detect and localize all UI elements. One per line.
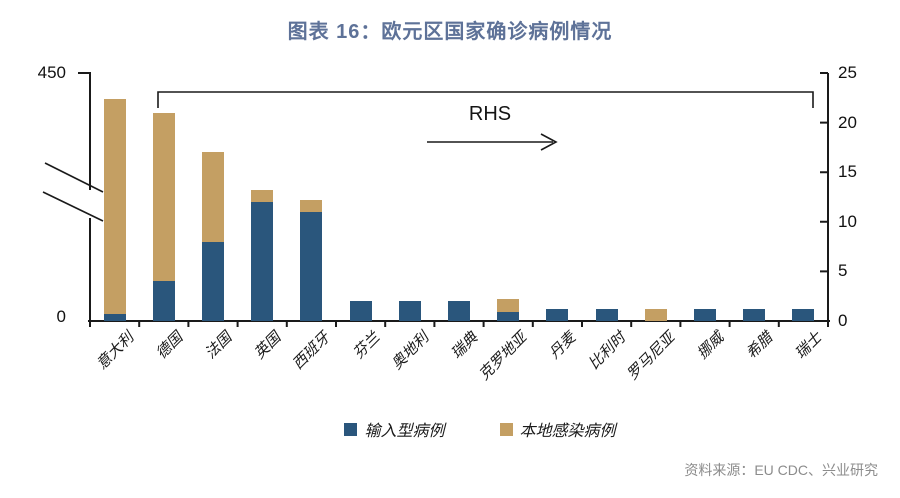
bar-romania-local	[644, 309, 667, 321]
bar-austria-imported	[398, 301, 421, 321]
legend-swatch-local	[499, 422, 513, 436]
right-axis-label-5: 5	[838, 261, 848, 281]
bar-croatia-local	[497, 299, 520, 313]
right-axis-label-15: 15	[838, 162, 857, 182]
bar-belgium-imported	[595, 309, 618, 321]
axis-break-marks	[42, 162, 104, 222]
left-axis	[78, 72, 91, 321]
rhs-arrow	[427, 133, 558, 151]
bar-germany-local	[152, 112, 175, 282]
bar-uk-imported	[251, 201, 274, 321]
bar-uk-local	[251, 190, 274, 202]
bar-france-local	[202, 152, 224, 242]
bar-spain-local	[300, 200, 323, 212]
bar-croatia-imported	[497, 312, 520, 321]
right-axis-label-0: 0	[838, 311, 848, 330]
legend-item-imported: 输入型病例	[344, 417, 445, 441]
legend-label: 输入型病例	[364, 421, 445, 440]
right-axis-ticks	[820, 72, 828, 322]
bar-france-imported	[202, 241, 224, 321]
bar-italy-imported	[103, 314, 126, 321]
rhs-annotation: RHS	[468, 103, 512, 125]
bar-spain-imported	[300, 211, 323, 321]
right-axis-label-10: 10	[838, 211, 857, 231]
left-axis-label-max: 450	[37, 63, 66, 82]
bar-germany-imported	[152, 281, 175, 321]
bar-switzerland-imported	[792, 309, 815, 321]
legend-item-local: 本地感染病例	[499, 417, 616, 441]
left-axis-label-min: 0	[56, 307, 66, 326]
bar-finland-imported	[349, 301, 372, 321]
chart-title: 图表 16：欧元区国家确诊病例情况	[287, 21, 613, 43]
legend-label: 本地感染病例	[519, 421, 616, 440]
bar-denmark-imported	[546, 309, 569, 321]
bar-greece-imported	[743, 309, 766, 321]
bar-sweden-imported	[448, 301, 470, 321]
x-axis-ticks	[89, 321, 829, 327]
source-note: 资料来源：EU CDC、兴业研究	[684, 462, 878, 478]
bar-italy-local	[103, 99, 126, 315]
rhs-bracket	[157, 91, 814, 108]
legend: 输入型病例 本地感染病例	[60, 417, 900, 441]
right-axis-label-25: 25	[838, 63, 857, 82]
legend-swatch-imported	[344, 422, 358, 436]
right-axis-label-20: 20	[838, 112, 857, 132]
bar-norway-imported	[694, 309, 716, 321]
